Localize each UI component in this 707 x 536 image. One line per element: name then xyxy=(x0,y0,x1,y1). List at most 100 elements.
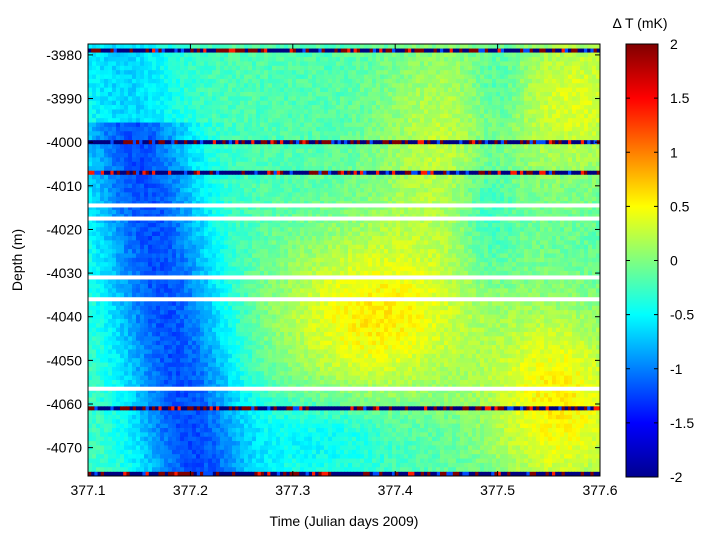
heatmap-cell xyxy=(552,166,557,172)
heatmap-cell xyxy=(248,144,253,150)
heatmap-cell xyxy=(536,65,541,71)
heatmap-cell xyxy=(136,61,141,67)
heatmap-cell xyxy=(388,92,393,97)
heatmap-cell xyxy=(220,100,225,106)
heatmap-cell xyxy=(308,61,313,67)
heatmap-cell xyxy=(392,52,397,58)
heatmap-cell xyxy=(264,83,269,89)
heatmap-cell xyxy=(92,209,97,215)
heatmap-cell xyxy=(592,126,597,132)
heatmap-cell xyxy=(120,113,125,119)
heatmap-cell xyxy=(472,52,477,58)
heatmap-cell xyxy=(248,157,253,163)
heatmap-cell xyxy=(552,44,557,49)
heatmap-cell xyxy=(104,113,109,119)
heatmap-cell xyxy=(116,153,121,159)
heatmap-cell xyxy=(440,113,445,119)
heatmap-cell xyxy=(176,83,181,89)
heatmap-cell xyxy=(284,65,289,71)
heatmap-cell xyxy=(108,87,113,93)
heatmap-cell xyxy=(552,144,557,150)
heatmap-cell xyxy=(128,113,133,119)
heatmap-cell xyxy=(420,105,425,111)
heatmap-cell xyxy=(244,166,249,172)
heatmap-cell xyxy=(568,153,573,159)
heatmap-cell xyxy=(456,83,461,89)
heatmap-cell xyxy=(336,126,341,132)
heatmap-cell xyxy=(96,109,101,115)
heatmap-cell xyxy=(560,122,565,128)
heatmap-cell xyxy=(532,87,537,93)
heatmap-cell xyxy=(208,118,213,124)
heatmap-cell xyxy=(420,209,425,215)
heatmap-cell xyxy=(108,61,113,67)
heatmap-cell xyxy=(212,57,217,63)
heatmap-cell xyxy=(404,205,409,211)
heatmap-cell xyxy=(172,118,177,124)
heatmap-cell xyxy=(440,153,445,159)
heatmap-cell xyxy=(508,188,513,193)
heatmap-cell xyxy=(448,174,453,180)
heatmap-cell xyxy=(456,65,461,71)
heatmap-cell xyxy=(312,92,317,97)
heatmap-cell xyxy=(520,118,525,124)
heatmap-cell xyxy=(484,87,489,93)
heatmap-cell xyxy=(380,144,385,150)
heatmap-cell xyxy=(424,122,429,128)
heatmap-cell xyxy=(456,96,461,102)
heatmap-cell xyxy=(468,78,473,84)
heatmap-cell xyxy=(588,153,593,159)
heatmap-cell xyxy=(476,100,481,106)
heatmap-cell xyxy=(308,74,313,80)
heatmap-cell xyxy=(272,153,277,159)
heatmap-cell xyxy=(92,183,97,189)
heatmap-cell xyxy=(168,92,173,97)
heatmap-cell xyxy=(264,179,269,185)
heatmap-cell xyxy=(576,179,581,185)
heatmap-cell xyxy=(204,87,209,93)
heatmap-cell xyxy=(252,131,257,137)
heatmap-cell xyxy=(536,205,541,211)
heatmap-cell xyxy=(472,87,477,93)
heatmap-cell xyxy=(412,153,417,159)
heatmap-cell xyxy=(576,52,581,58)
heatmap-cell xyxy=(228,57,233,63)
heatmap-cell xyxy=(244,148,249,154)
heatmap-cell xyxy=(332,65,337,71)
heatmap-cell xyxy=(496,96,501,102)
heatmap-cell xyxy=(388,96,393,102)
heatmap-cell xyxy=(440,100,445,106)
heatmap-cell xyxy=(352,52,357,58)
heatmap-cell xyxy=(568,118,573,124)
heatmap-cell xyxy=(168,196,173,202)
heatmap-cell xyxy=(132,192,137,198)
heatmap-cell xyxy=(332,109,337,115)
heatmap-cell xyxy=(276,135,281,141)
heatmap-cell xyxy=(380,209,385,215)
heatmap-cell xyxy=(432,109,437,115)
heatmap-cell xyxy=(348,148,353,154)
heatmap-cell xyxy=(512,87,517,93)
heatmap-cell xyxy=(596,144,600,150)
heatmap-cell xyxy=(424,179,429,185)
heatmap-cell xyxy=(232,122,237,128)
heatmap-cell xyxy=(492,188,497,193)
heatmap-cell xyxy=(284,179,289,185)
heatmap-cell xyxy=(532,113,537,119)
heatmap-cell xyxy=(268,70,273,76)
heatmap-cell xyxy=(452,135,457,141)
heatmap-cell xyxy=(372,126,377,132)
heatmap-cell xyxy=(284,131,289,137)
heatmap-cell xyxy=(356,122,361,128)
heatmap-cell xyxy=(572,83,577,89)
heatmap-cell xyxy=(452,74,457,80)
heatmap-cell xyxy=(388,61,393,67)
heatmap-cell xyxy=(144,179,149,185)
heatmap-cell xyxy=(488,52,493,58)
heatmap-cell xyxy=(284,196,289,202)
heatmap-cell xyxy=(324,96,329,102)
heatmap-cell xyxy=(320,179,325,185)
heatmap-cell xyxy=(328,100,333,106)
heatmap-cell xyxy=(588,209,593,215)
heatmap-cell xyxy=(396,87,401,93)
